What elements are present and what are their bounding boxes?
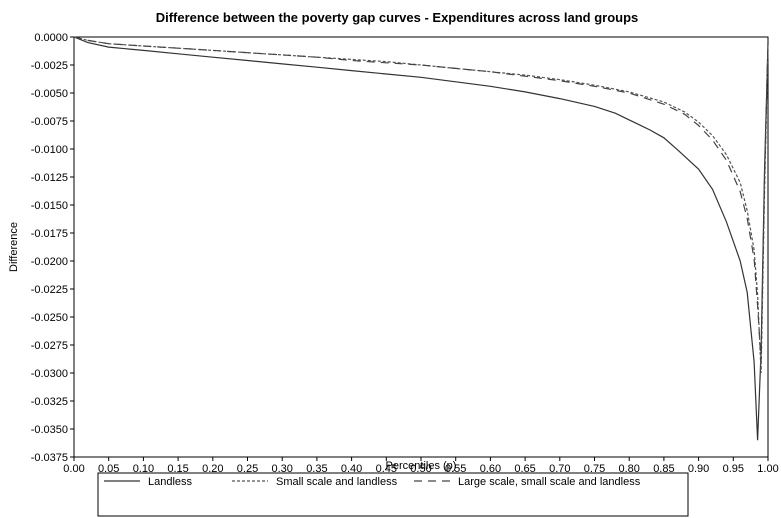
series-line-3 — [73, 36, 769, 362]
x-tick-label: 0.35 — [306, 463, 327, 475]
x-tick-label: 0.95 — [723, 463, 744, 475]
x-tick-label: 0.55 — [445, 463, 466, 475]
y-tick-label: -0.0125 — [31, 172, 68, 184]
x-tick-label: 0.30 — [271, 463, 292, 475]
legend — [97, 472, 689, 517]
y-tick-label: -0.0200 — [31, 256, 68, 268]
legend-entries: Landless Small scale and landless Large sc… — [104, 476, 641, 488]
y-tick-label: -0.0175 — [31, 228, 68, 240]
series-lines — [73, 36, 769, 441]
y-tick-label: -0.0300 — [31, 368, 68, 380]
x-tick-label: 0.15 — [167, 463, 188, 475]
y-tick-label: -0.0150 — [31, 200, 68, 212]
y-tick-label: -0.0250 — [31, 312, 68, 324]
x-axis-label: Percentiles (p) — [386, 460, 457, 472]
plot-area — [73, 36, 769, 458]
series-line-1 — [73, 36, 769, 441]
y-tick-label: 0.0000 — [34, 32, 68, 44]
x-tick-label: 0.10 — [133, 463, 154, 475]
x-tick-label: 0.85 — [653, 463, 674, 475]
x-tick-label: 0.00 — [63, 463, 84, 475]
legend-label-3: Large scale, small scale and landless — [458, 476, 641, 488]
legend-label-1: Landless — [148, 476, 193, 488]
y-axis: 0.0000 -0.0025 -0.0050 -0.0075 -0.0100 -0.012… — [31, 32, 74, 464]
chart-title: Difference between the poverty gap curve… — [156, 10, 639, 25]
legend-label-2: Small scale and landless — [276, 476, 398, 488]
x-tick-label: 0.25 — [237, 463, 258, 475]
y-tick-label: -0.0225 — [31, 284, 68, 296]
y-tick-label: -0.0100 — [31, 144, 68, 156]
x-tick-label: 0.40 — [341, 463, 362, 475]
x-tick-label: 1.00 — [757, 463, 778, 475]
y-tick-label: -0.0275 — [31, 340, 68, 352]
x-tick-label: 0.50 — [410, 463, 431, 475]
y-tick-label: -0.0325 — [31, 396, 68, 408]
y-axis-label: Difference — [8, 222, 20, 272]
x-tick-label: 0.20 — [202, 463, 223, 475]
y-tick-label: -0.0350 — [31, 424, 68, 436]
x-tick-label: 0.80 — [618, 463, 639, 475]
x-axis: 0.00 0.05 0.10 0.15 0.20 0.25 0.30 0.35 0.40 0.45… — [63, 457, 779, 475]
series-line-2 — [73, 36, 769, 374]
y-tick-label: -0.0375 — [31, 452, 68, 464]
x-tick-label: 0.70 — [549, 463, 570, 475]
x-tick-label: 0.45 — [376, 463, 397, 475]
y-tick-label: -0.0050 — [31, 88, 68, 100]
x-tick-label: 0.60 — [480, 463, 501, 475]
y-tick-label: -0.0025 — [31, 60, 68, 72]
y-tick-label: -0.0075 — [31, 116, 68, 128]
x-tick-label: 0.90 — [688, 463, 709, 475]
x-tick-label: 0.05 — [98, 463, 119, 475]
x-tick-label: 0.65 — [514, 463, 535, 475]
x-tick-label: 0.75 — [584, 463, 605, 475]
